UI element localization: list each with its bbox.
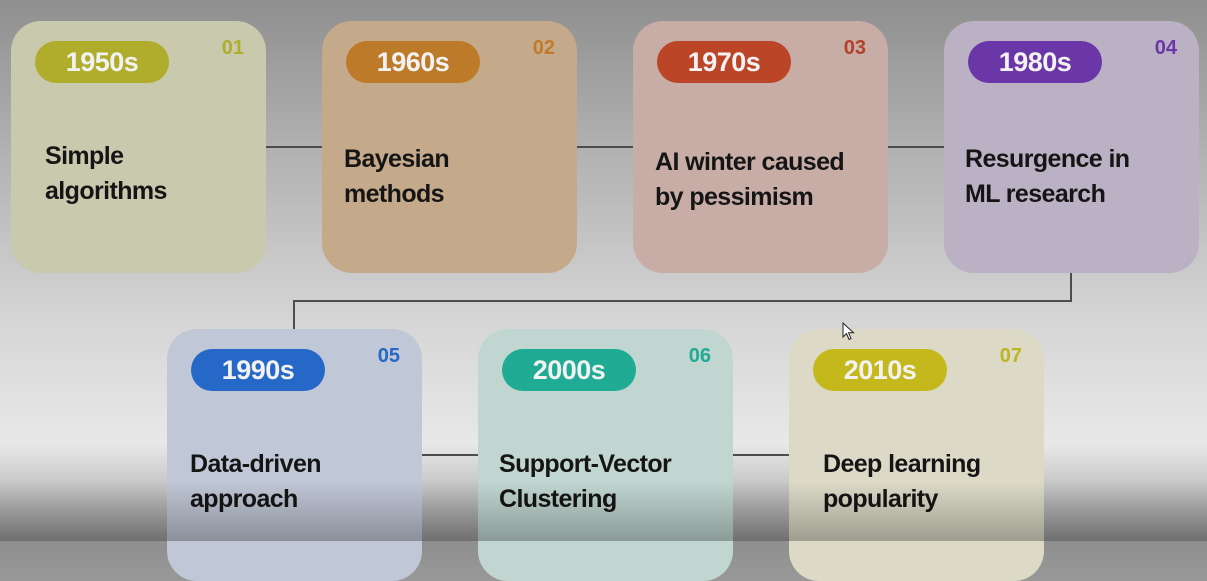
- timeline-card-1990s: 1990s 05 Data-driven approach: [167, 329, 422, 581]
- timeline-card-1950s: 1950s 01 Simple algorithms: [11, 21, 266, 273]
- decade-pill: 1990s: [191, 349, 325, 391]
- description-line: ML research: [965, 180, 1106, 208]
- description-line: approach: [190, 485, 298, 513]
- step-number: 01: [221, 37, 244, 59]
- mouse-pointer-icon: [842, 322, 855, 341]
- step-number: 04: [1154, 37, 1177, 59]
- card-description: Support-Vector Clustering: [499, 447, 724, 517]
- decade-pill: 1980s: [968, 41, 1102, 83]
- description-line: Resurgence in: [965, 145, 1130, 173]
- description-line: AI winter caused: [655, 148, 845, 176]
- description-line: Support-Vector: [499, 450, 672, 478]
- step-number: 05: [377, 345, 400, 367]
- connector-04-05: [293, 273, 1072, 330]
- description-line: Deep learning: [823, 450, 981, 478]
- decade-pill: 2000s: [502, 349, 636, 391]
- card-description: Bayesian methods: [344, 142, 554, 212]
- timeline-card-2000s: 2000s 06 Support-Vector Clustering: [478, 329, 733, 581]
- description-line: popularity: [823, 485, 938, 513]
- card-description: Data-driven approach: [190, 447, 400, 517]
- timeline-card-1980s: 1980s 04 Resurgence in ML research: [944, 21, 1199, 273]
- step-number: 06: [688, 345, 711, 367]
- description-line: by pessimism: [655, 183, 814, 211]
- decade-pill: 1960s: [346, 41, 480, 83]
- timeline-card-2010s: 2010s 07 Deep learning popularity: [789, 329, 1044, 581]
- card-description: AI winter caused by pessimism: [655, 145, 880, 215]
- description-line: algorithms: [45, 177, 167, 205]
- description-line: methods: [344, 180, 445, 208]
- description-line: Bayesian: [344, 145, 450, 173]
- decade-pill: 2010s: [813, 349, 947, 391]
- step-number: 07: [999, 345, 1022, 367]
- description-line: Simple: [45, 142, 124, 170]
- description-line: Data-driven: [190, 450, 322, 478]
- step-number: 02: [532, 37, 555, 59]
- card-description: Resurgence in ML research: [965, 142, 1190, 212]
- card-description: Deep learning popularity: [823, 447, 1043, 517]
- decade-pill: 1970s: [657, 41, 791, 83]
- timeline-connectors: [266, 146, 1072, 456]
- card-description: Simple algorithms: [45, 139, 255, 209]
- timeline-card-1960s: 1960s 02 Bayesian methods: [322, 21, 577, 273]
- decade-pill: 1950s: [35, 41, 169, 83]
- step-number: 03: [843, 37, 866, 59]
- description-line: Clustering: [499, 485, 617, 513]
- timeline-card-1970s: 1970s 03 AI winter caused by pessimism: [633, 21, 888, 273]
